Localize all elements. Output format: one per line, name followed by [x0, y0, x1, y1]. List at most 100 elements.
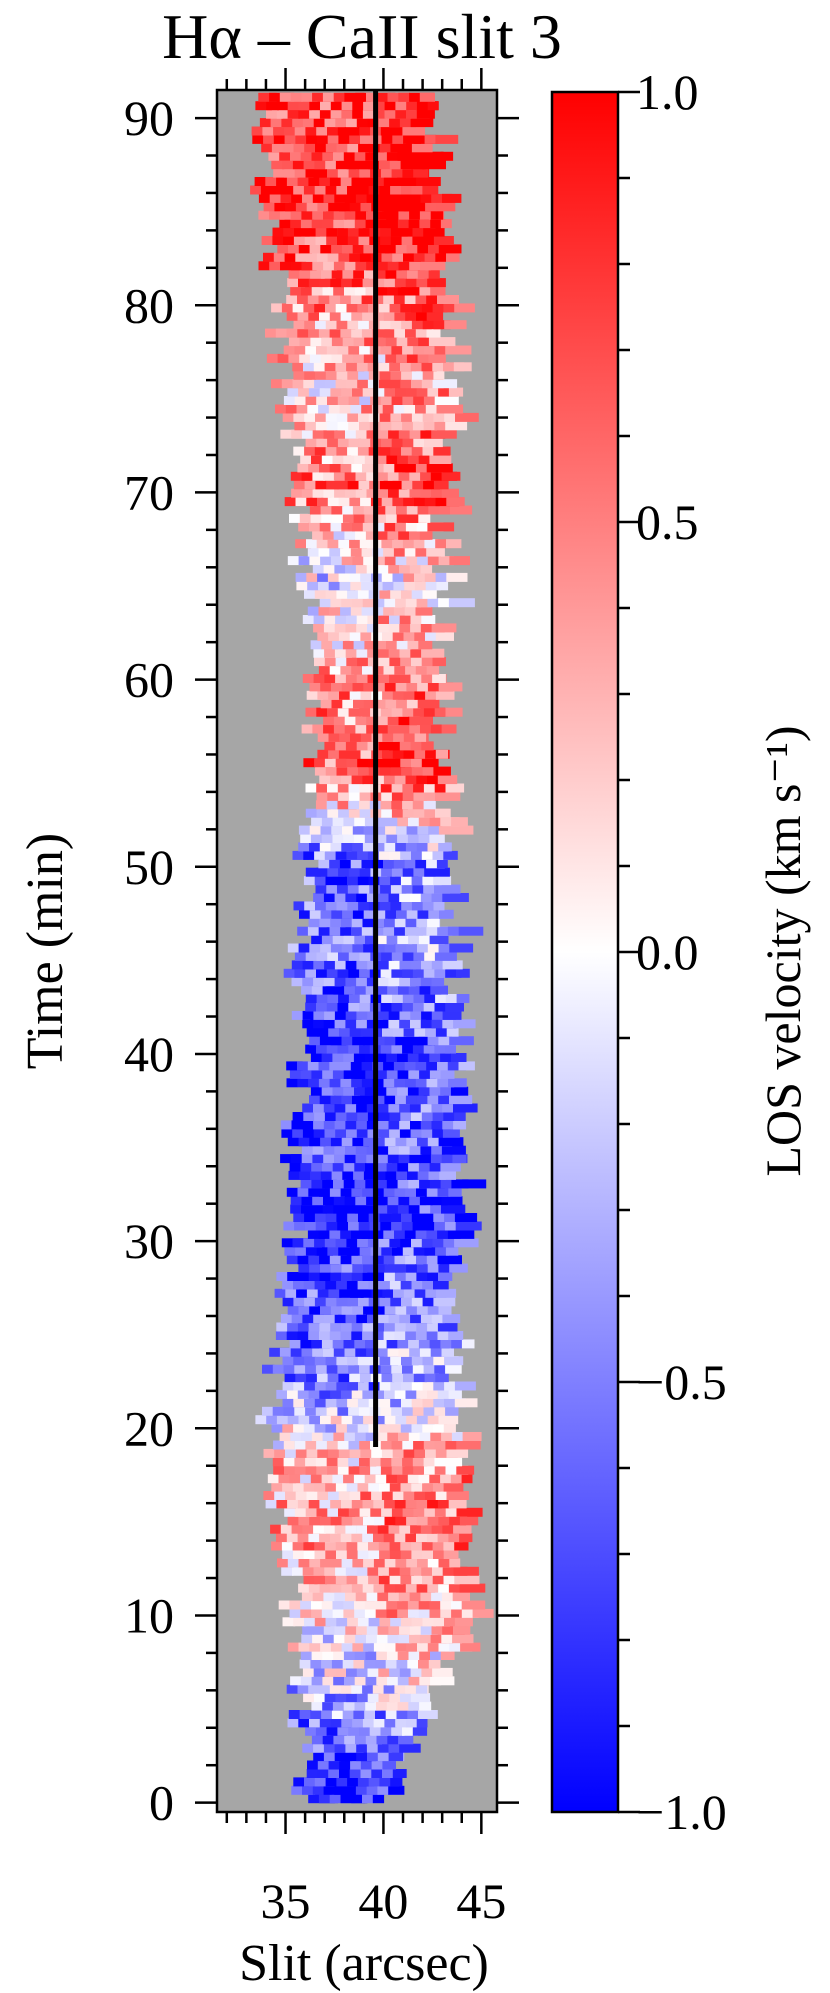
- heat-cell: [329, 1229, 343, 1239]
- y-tick-label: 0: [149, 1775, 174, 1831]
- heat-cell: [304, 446, 322, 456]
- heat-cell: [429, 1608, 451, 1618]
- y-tick-label: 80: [124, 277, 174, 333]
- heat-cell: [414, 690, 436, 700]
- heat-cell: [334, 1752, 353, 1762]
- heat-cell: [317, 572, 339, 582]
- heat-cell: [338, 1507, 356, 1517]
- heat-cell: [321, 1086, 335, 1096]
- heat-cell: [409, 1154, 422, 1164]
- heat-cell: [417, 825, 432, 835]
- heat-cell: [379, 901, 399, 911]
- heat-cell: [395, 101, 416, 111]
- heat-cell: [449, 556, 470, 566]
- heat-cell: [306, 1027, 319, 1037]
- heat-cell: [284, 1373, 303, 1383]
- heat-cell: [338, 539, 358, 549]
- heat-cell: [365, 1701, 382, 1711]
- heat-cell: [318, 606, 335, 616]
- heat-cell: [342, 825, 361, 835]
- heat-cell: [316, 951, 336, 961]
- heat-cell: [303, 758, 316, 768]
- heat-cell: [373, 1718, 387, 1728]
- heat-cell: [305, 1044, 324, 1054]
- heat-cell: [284, 497, 305, 507]
- heat-cell: [316, 1044, 328, 1054]
- heat-cell: [432, 850, 449, 860]
- heat-cell: [363, 1036, 377, 1046]
- heat-cell: [377, 471, 393, 481]
- heat-cell: [402, 867, 419, 877]
- heat-cell: [300, 1651, 314, 1660]
- heat-cell: [354, 455, 366, 464]
- heat-cell: [316, 438, 333, 448]
- colorbar-tick-label: 0.0: [636, 924, 699, 980]
- heat-cell: [305, 1440, 317, 1450]
- heat-cell: [321, 1608, 344, 1618]
- heat-cell: [305, 951, 324, 961]
- heat-cell: [401, 480, 414, 490]
- colorbar-label: LOS velocity (km s⁻¹): [755, 725, 811, 1176]
- heat-cell: [403, 572, 422, 582]
- heat-cell: [381, 951, 395, 961]
- heat-cell: [370, 438, 391, 448]
- heat-cell: [418, 1659, 440, 1669]
- heat-cell: [403, 1373, 415, 1383]
- heat-cell: [394, 278, 412, 288]
- heat-cell: [426, 665, 440, 675]
- heat-cell: [340, 926, 360, 936]
- heat-cell: [386, 1474, 399, 1484]
- heat-cell: [403, 134, 421, 144]
- heat-cell: [372, 606, 391, 616]
- heat-cell: [396, 1659, 409, 1669]
- heat-cell: [385, 909, 398, 919]
- heat-cell: [348, 421, 369, 431]
- heat-cell: [434, 421, 449, 431]
- heat-cell: [425, 202, 437, 212]
- heat-cell: [305, 1364, 323, 1374]
- heat-cell: [341, 1718, 358, 1728]
- heat-cell: [361, 295, 373, 304]
- heat-cell: [461, 1474, 473, 1484]
- heat-cell: [440, 1339, 460, 1349]
- heat-cell: [357, 1617, 378, 1627]
- heat-cell: [409, 1634, 423, 1644]
- heat-cell: [355, 193, 376, 203]
- heat-cell: [392, 497, 407, 507]
- heat-cell: [402, 968, 414, 978]
- heat-cell: [379, 589, 392, 599]
- heat-cell: [351, 1078, 368, 1088]
- heat-cell: [352, 943, 371, 953]
- heat-cell: [352, 1642, 368, 1652]
- heat-cell: [316, 1373, 339, 1383]
- heat-cell: [292, 1238, 310, 1248]
- heat-cell: [316, 168, 333, 178]
- heat-cell: [394, 1272, 410, 1281]
- heat-cell: [423, 421, 438, 431]
- heat-cell: [375, 1162, 395, 1172]
- heat-cell: [335, 1566, 347, 1576]
- heat-cell: [304, 412, 321, 422]
- heat-cell: [418, 640, 433, 650]
- heat-cell: [402, 126, 425, 136]
- heat-cell: [408, 1204, 428, 1214]
- heat-cell: [346, 1541, 367, 1551]
- heat-cell: [373, 109, 386, 119]
- heat-cell: [303, 876, 326, 886]
- heat-cell: [346, 1575, 361, 1585]
- heat-cell: [387, 261, 402, 271]
- heat-cell: [318, 1229, 337, 1239]
- heat-cell: [293, 1777, 309, 1787]
- heat-cell: [378, 1566, 395, 1576]
- heat-cell: [327, 252, 349, 262]
- heat-cell: [383, 1684, 398, 1694]
- heat-cell: [378, 1112, 396, 1121]
- heat-cell: [383, 328, 399, 338]
- heat-cell: [426, 311, 444, 321]
- heat-cell: [344, 1196, 363, 1206]
- heat-cell: [295, 1491, 314, 1500]
- heat-cell: [414, 202, 433, 212]
- heat-cell: [412, 1406, 428, 1416]
- heat-cell: [367, 1314, 380, 1324]
- heat-cell: [378, 379, 392, 389]
